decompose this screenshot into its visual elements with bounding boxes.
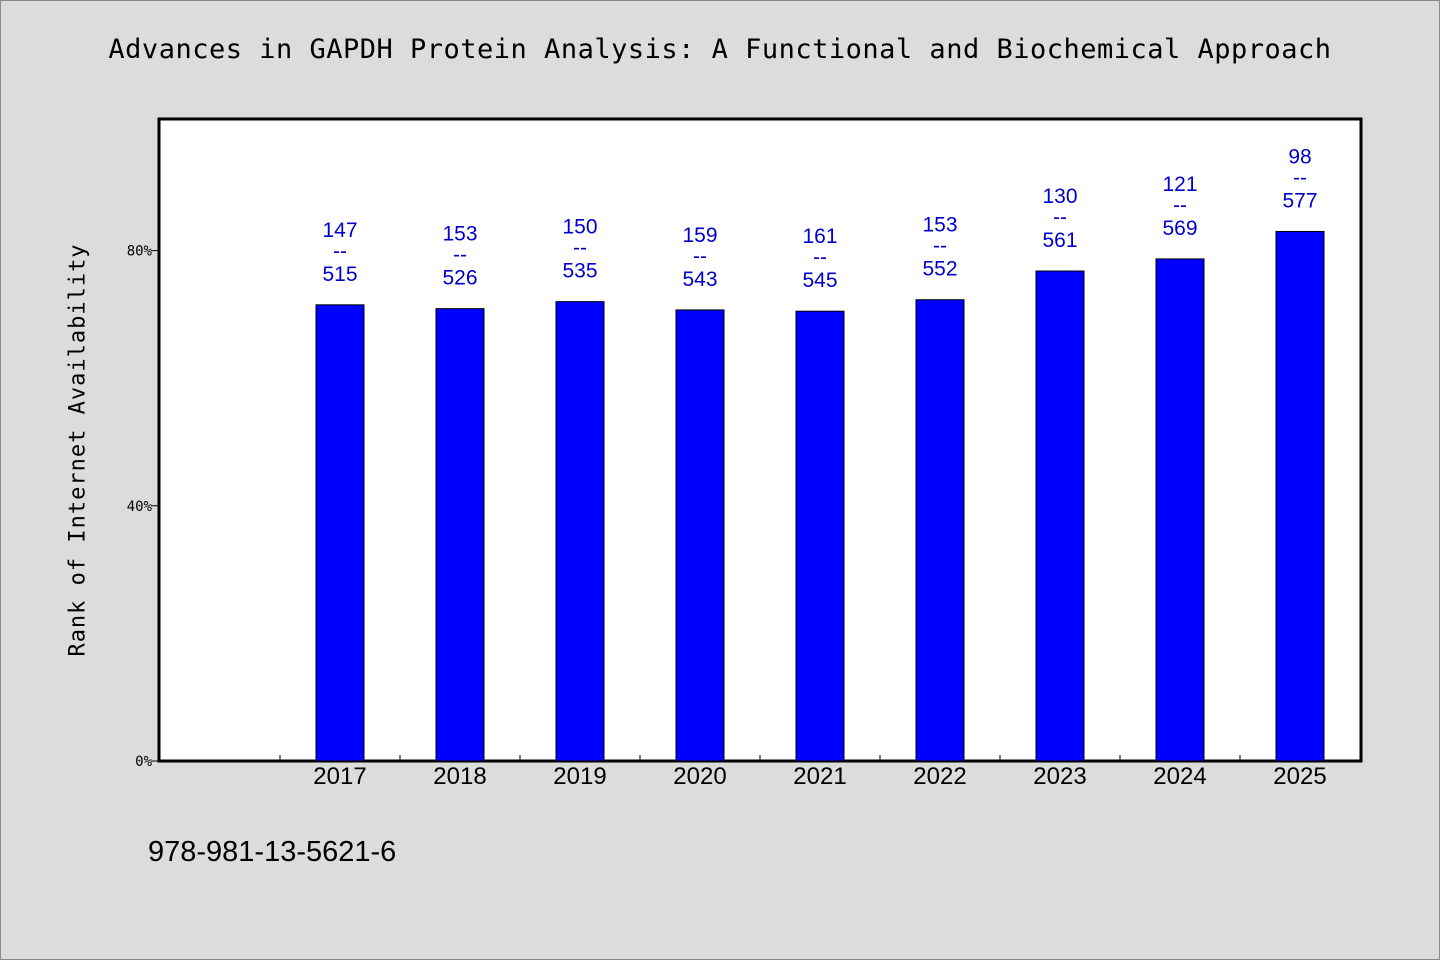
- data-label-separator: --: [573, 237, 587, 260]
- chart-title: Advances in GAPDH Protein Analysis: A Fu…: [108, 34, 1332, 65]
- x-tick-label: 2024: [1153, 763, 1206, 790]
- data-label-rank: 153: [442, 223, 477, 246]
- data-label-separator: --: [693, 245, 707, 268]
- data-label-separator: --: [1053, 206, 1067, 229]
- y-tick-label: 80%: [127, 244, 153, 260]
- bar-2017: [315, 304, 365, 762]
- data-labels: 147--515153--526150--535159--543161--545…: [322, 145, 1317, 292]
- x-tick-label: 2023: [1033, 763, 1086, 790]
- data-label-separator: --: [333, 240, 347, 263]
- data-label-total: 561: [1042, 229, 1077, 252]
- data-label-rank: 130: [1042, 185, 1077, 208]
- data-label-rank: 121: [1162, 173, 1197, 196]
- bar-2020: [675, 309, 725, 762]
- x-tick-label: 2020: [673, 763, 726, 790]
- data-label-rank: 150: [562, 216, 597, 239]
- data-label-total: 535: [562, 260, 597, 283]
- bar-2018: [435, 308, 485, 762]
- x-tick-label: 2022: [913, 763, 966, 790]
- bar-2022: [915, 299, 965, 762]
- x-tick-label: 2019: [553, 763, 606, 790]
- bar-2024: [1155, 258, 1205, 762]
- data-label-rank: 159: [682, 224, 717, 247]
- bar-2019: [555, 301, 605, 762]
- data-label-separator: --: [1293, 166, 1307, 189]
- x-tick-label: 2017: [313, 763, 366, 790]
- data-label-total: 552: [922, 258, 957, 281]
- bar-2021: [795, 310, 845, 762]
- data-label-rank: 98: [1288, 145, 1311, 168]
- x-tick-label: 2025: [1273, 763, 1326, 790]
- data-label-rank: 161: [802, 225, 837, 248]
- data-label-rank: 147: [322, 219, 357, 242]
- data-label-total: 543: [682, 268, 717, 291]
- data-label-total: 577: [1282, 189, 1317, 212]
- data-label-separator: --: [813, 246, 827, 269]
- x-tick-label: 2018: [433, 763, 486, 790]
- data-label-separator: --: [933, 235, 947, 258]
- data-label-total: 569: [1162, 217, 1197, 240]
- y-tick-label: 0%: [135, 754, 152, 770]
- bar-2023: [1035, 270, 1085, 762]
- y-tick-label: 40%: [127, 499, 153, 515]
- isbn-footer: 978-981-13-5621-6: [148, 836, 397, 868]
- data-label-total: 515: [322, 263, 357, 286]
- x-tick-label: 2021: [793, 763, 846, 790]
- data-label-rank: 153: [922, 214, 957, 237]
- data-label-total: 545: [802, 269, 837, 292]
- bar-2025: [1275, 230, 1325, 762]
- data-label-separator: --: [453, 244, 467, 267]
- bars: [315, 230, 1325, 762]
- y-axis: 0% 40% 80%: [127, 244, 159, 770]
- data-label-separator: --: [1173, 194, 1187, 217]
- x-axis: 2017 2018 2019 2020 2021 2022 2023 2024 2025: [279, 755, 1361, 790]
- data-label-total: 526: [442, 267, 477, 290]
